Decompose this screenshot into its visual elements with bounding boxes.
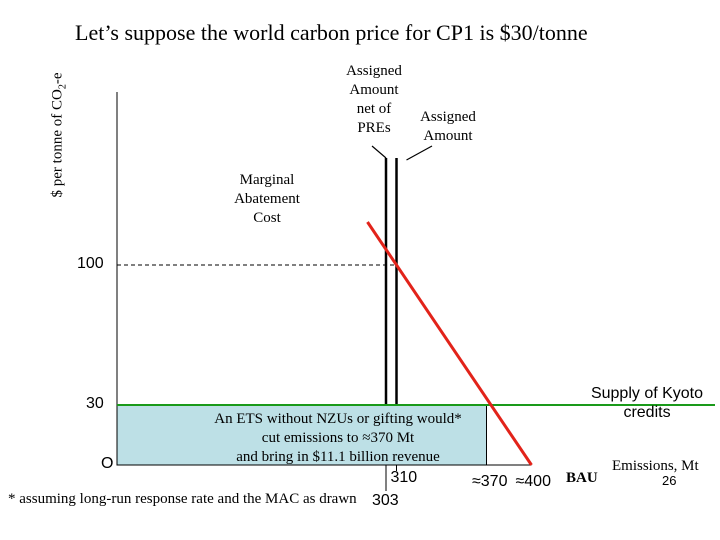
supply-label-line-2: credits xyxy=(623,404,671,421)
assigned-net-line-3: net of xyxy=(356,101,392,117)
mac-label-line-3: Cost xyxy=(253,210,281,226)
x-tick-370: ≈370 xyxy=(472,473,508,490)
revenue-text-line-1: An ETS without NZUs or gifting would* xyxy=(214,411,462,427)
revenue-text-line-2: cut emissions to ≈370 Mt xyxy=(261,430,415,446)
slide-number: 26 xyxy=(662,473,677,488)
bau-label: BAU xyxy=(566,470,598,486)
mac-label-line-2: Abatement xyxy=(234,191,300,207)
x-tick-310: 310 xyxy=(390,469,418,486)
assigned-line-1: Assigned xyxy=(420,109,476,125)
x-tick-400: ≈400 xyxy=(515,473,551,490)
assigned-net-line-1: Assigned xyxy=(346,63,402,79)
y-tick-origin: O xyxy=(101,455,114,472)
arrow-assigned-net xyxy=(371,145,387,159)
assigned-net-line-4: PREs xyxy=(357,120,391,136)
revenue-text-line-3: and bring in $11.1 billion revenue xyxy=(236,449,440,465)
supply-label-line-1: Supply of Kyoto xyxy=(590,385,704,402)
page-title: Let’s suppose the world carbon price for… xyxy=(75,20,588,45)
assigned-net-line-2: Amount xyxy=(349,82,399,98)
arrow-assigned xyxy=(406,145,433,161)
y-tick-30: 30 xyxy=(86,395,104,412)
footnote: * assuming long-run response rate and th… xyxy=(8,491,357,507)
y-tick-100: 100 xyxy=(77,255,104,272)
revenue-annotation: An ETS without NZUs or gifting would* cu… xyxy=(168,410,508,467)
x-tick-303: 303 xyxy=(372,492,399,509)
mac-line xyxy=(366,221,533,466)
revenue-region xyxy=(116,404,487,466)
mac-label-line-1: Marginal xyxy=(239,172,295,188)
assigned-line-2: Amount xyxy=(423,128,473,144)
x-axis-label: Emissions, Mt xyxy=(612,458,699,474)
